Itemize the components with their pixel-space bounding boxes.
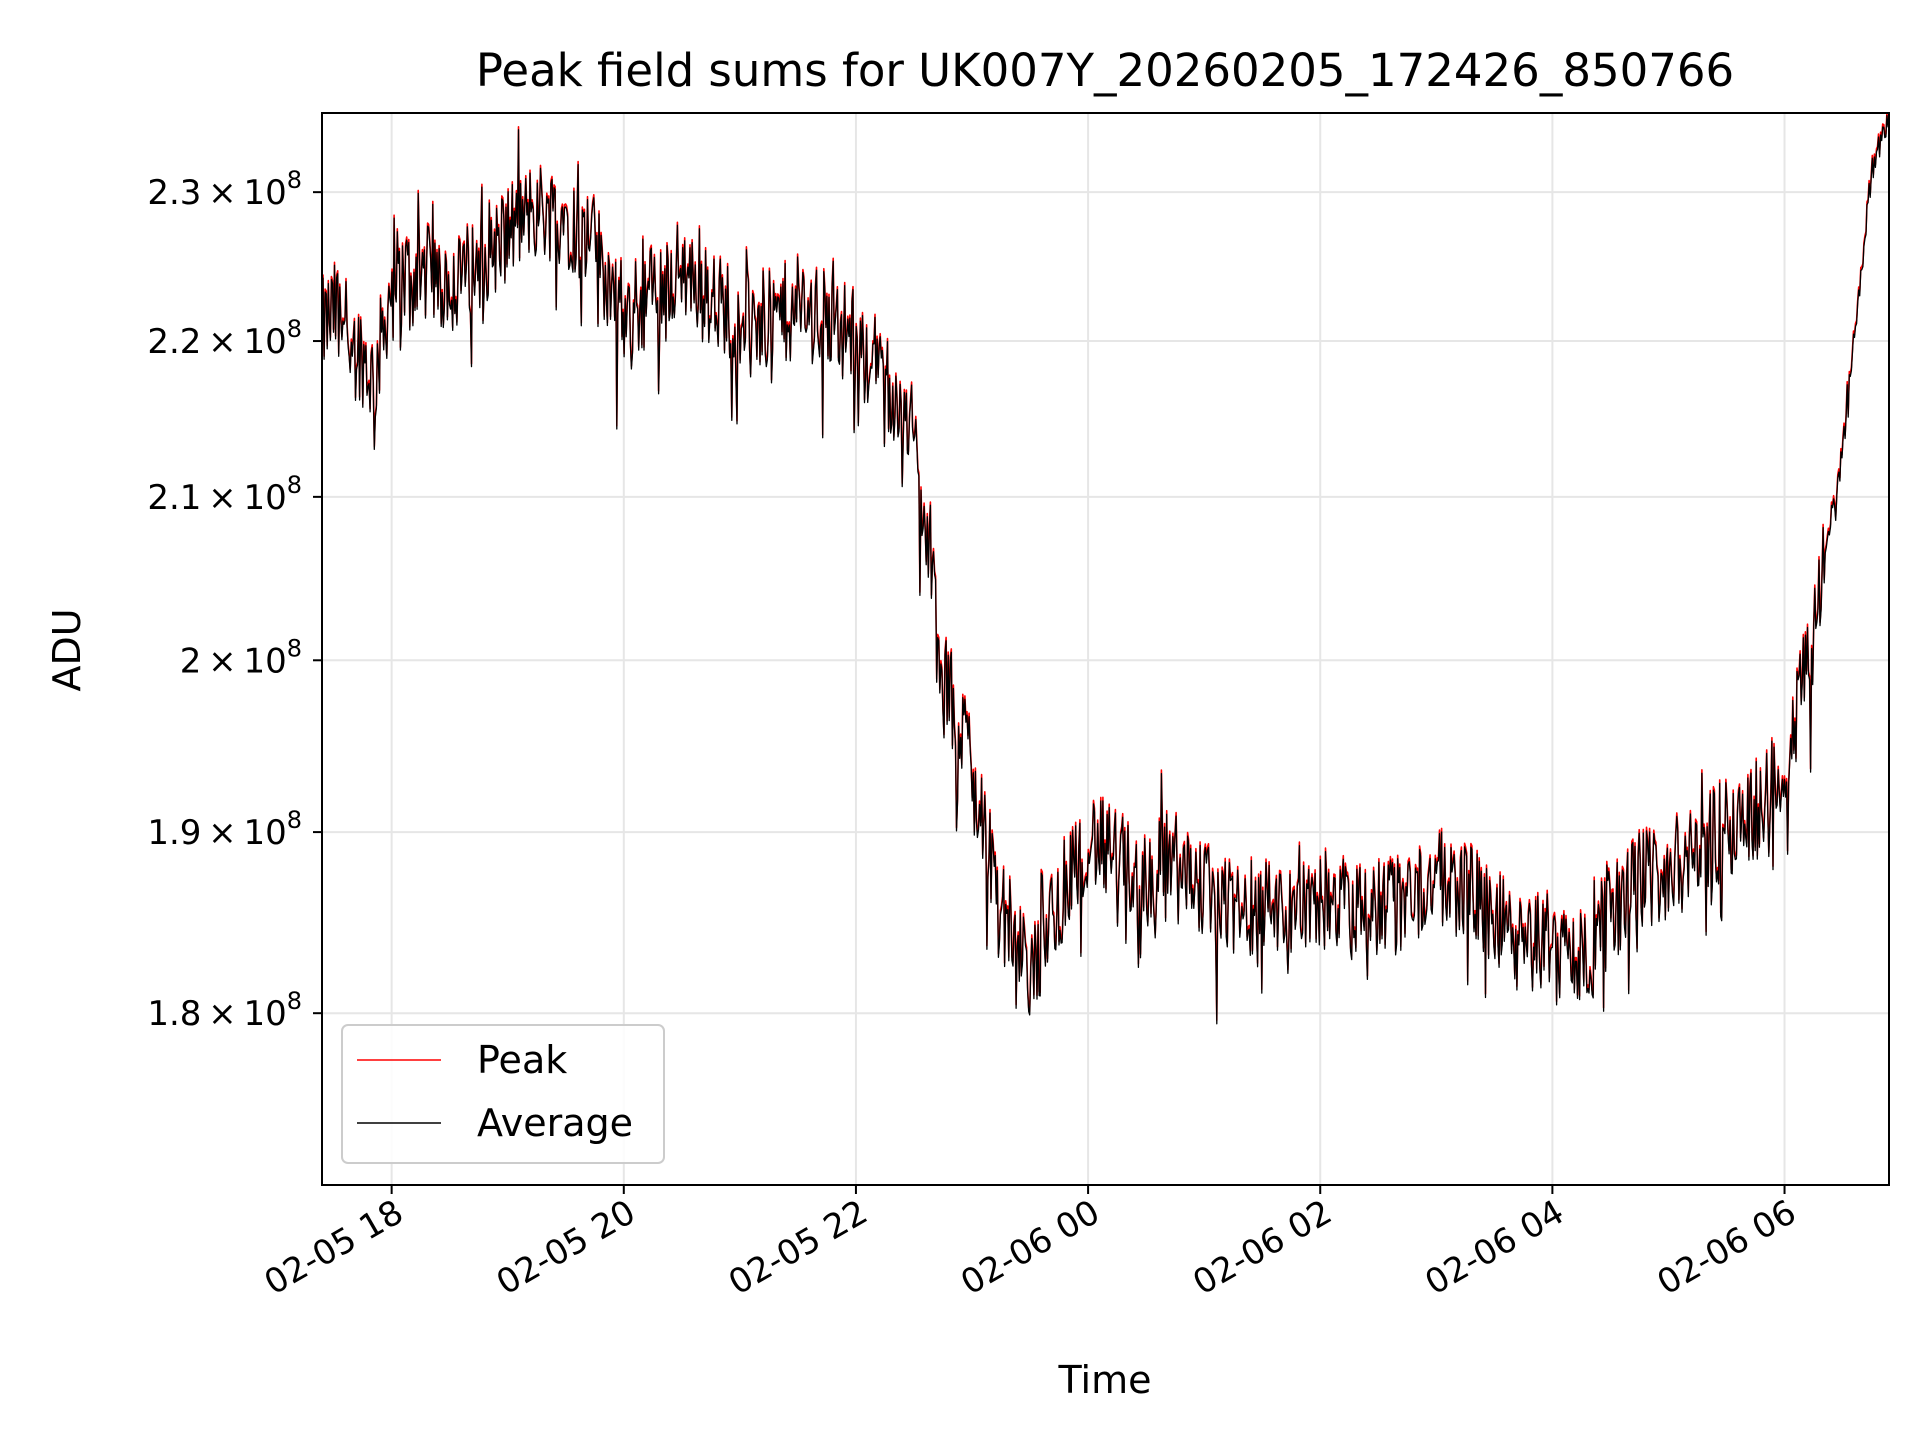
- legend: Peak Average: [341, 1024, 665, 1164]
- plot-frame: [321, 112, 1890, 1186]
- y-tick-label: 2 × 108: [180, 634, 302, 681]
- x-axis-label: Time: [1058, 1358, 1152, 1402]
- y-tick-label: 2.3 × 108: [147, 166, 302, 213]
- y-axis: 2.3 × 108 2.2 × 108 2.1 × 108 2 × 108 1.9 × …: [147, 166, 322, 1034]
- chart-title: Peak field sums for UK007Y_20260205_1724…: [476, 44, 1734, 97]
- legend-label-peak: Peak: [477, 1038, 567, 1082]
- y-axis-label: ADU: [45, 608, 89, 691]
- grid: [322, 113, 1889, 1185]
- y-tick-label: 1.8 × 108: [147, 987, 302, 1034]
- y-tick-label: 2.2 × 108: [147, 315, 302, 362]
- series-lines: [321, 112, 1890, 1025]
- legend-label-average: Average: [477, 1101, 633, 1145]
- y-tick-label: 1.9 × 108: [147, 806, 302, 853]
- series-line-average: [321, 112, 1890, 1025]
- y-tick-label: 2.1 × 108: [147, 471, 302, 518]
